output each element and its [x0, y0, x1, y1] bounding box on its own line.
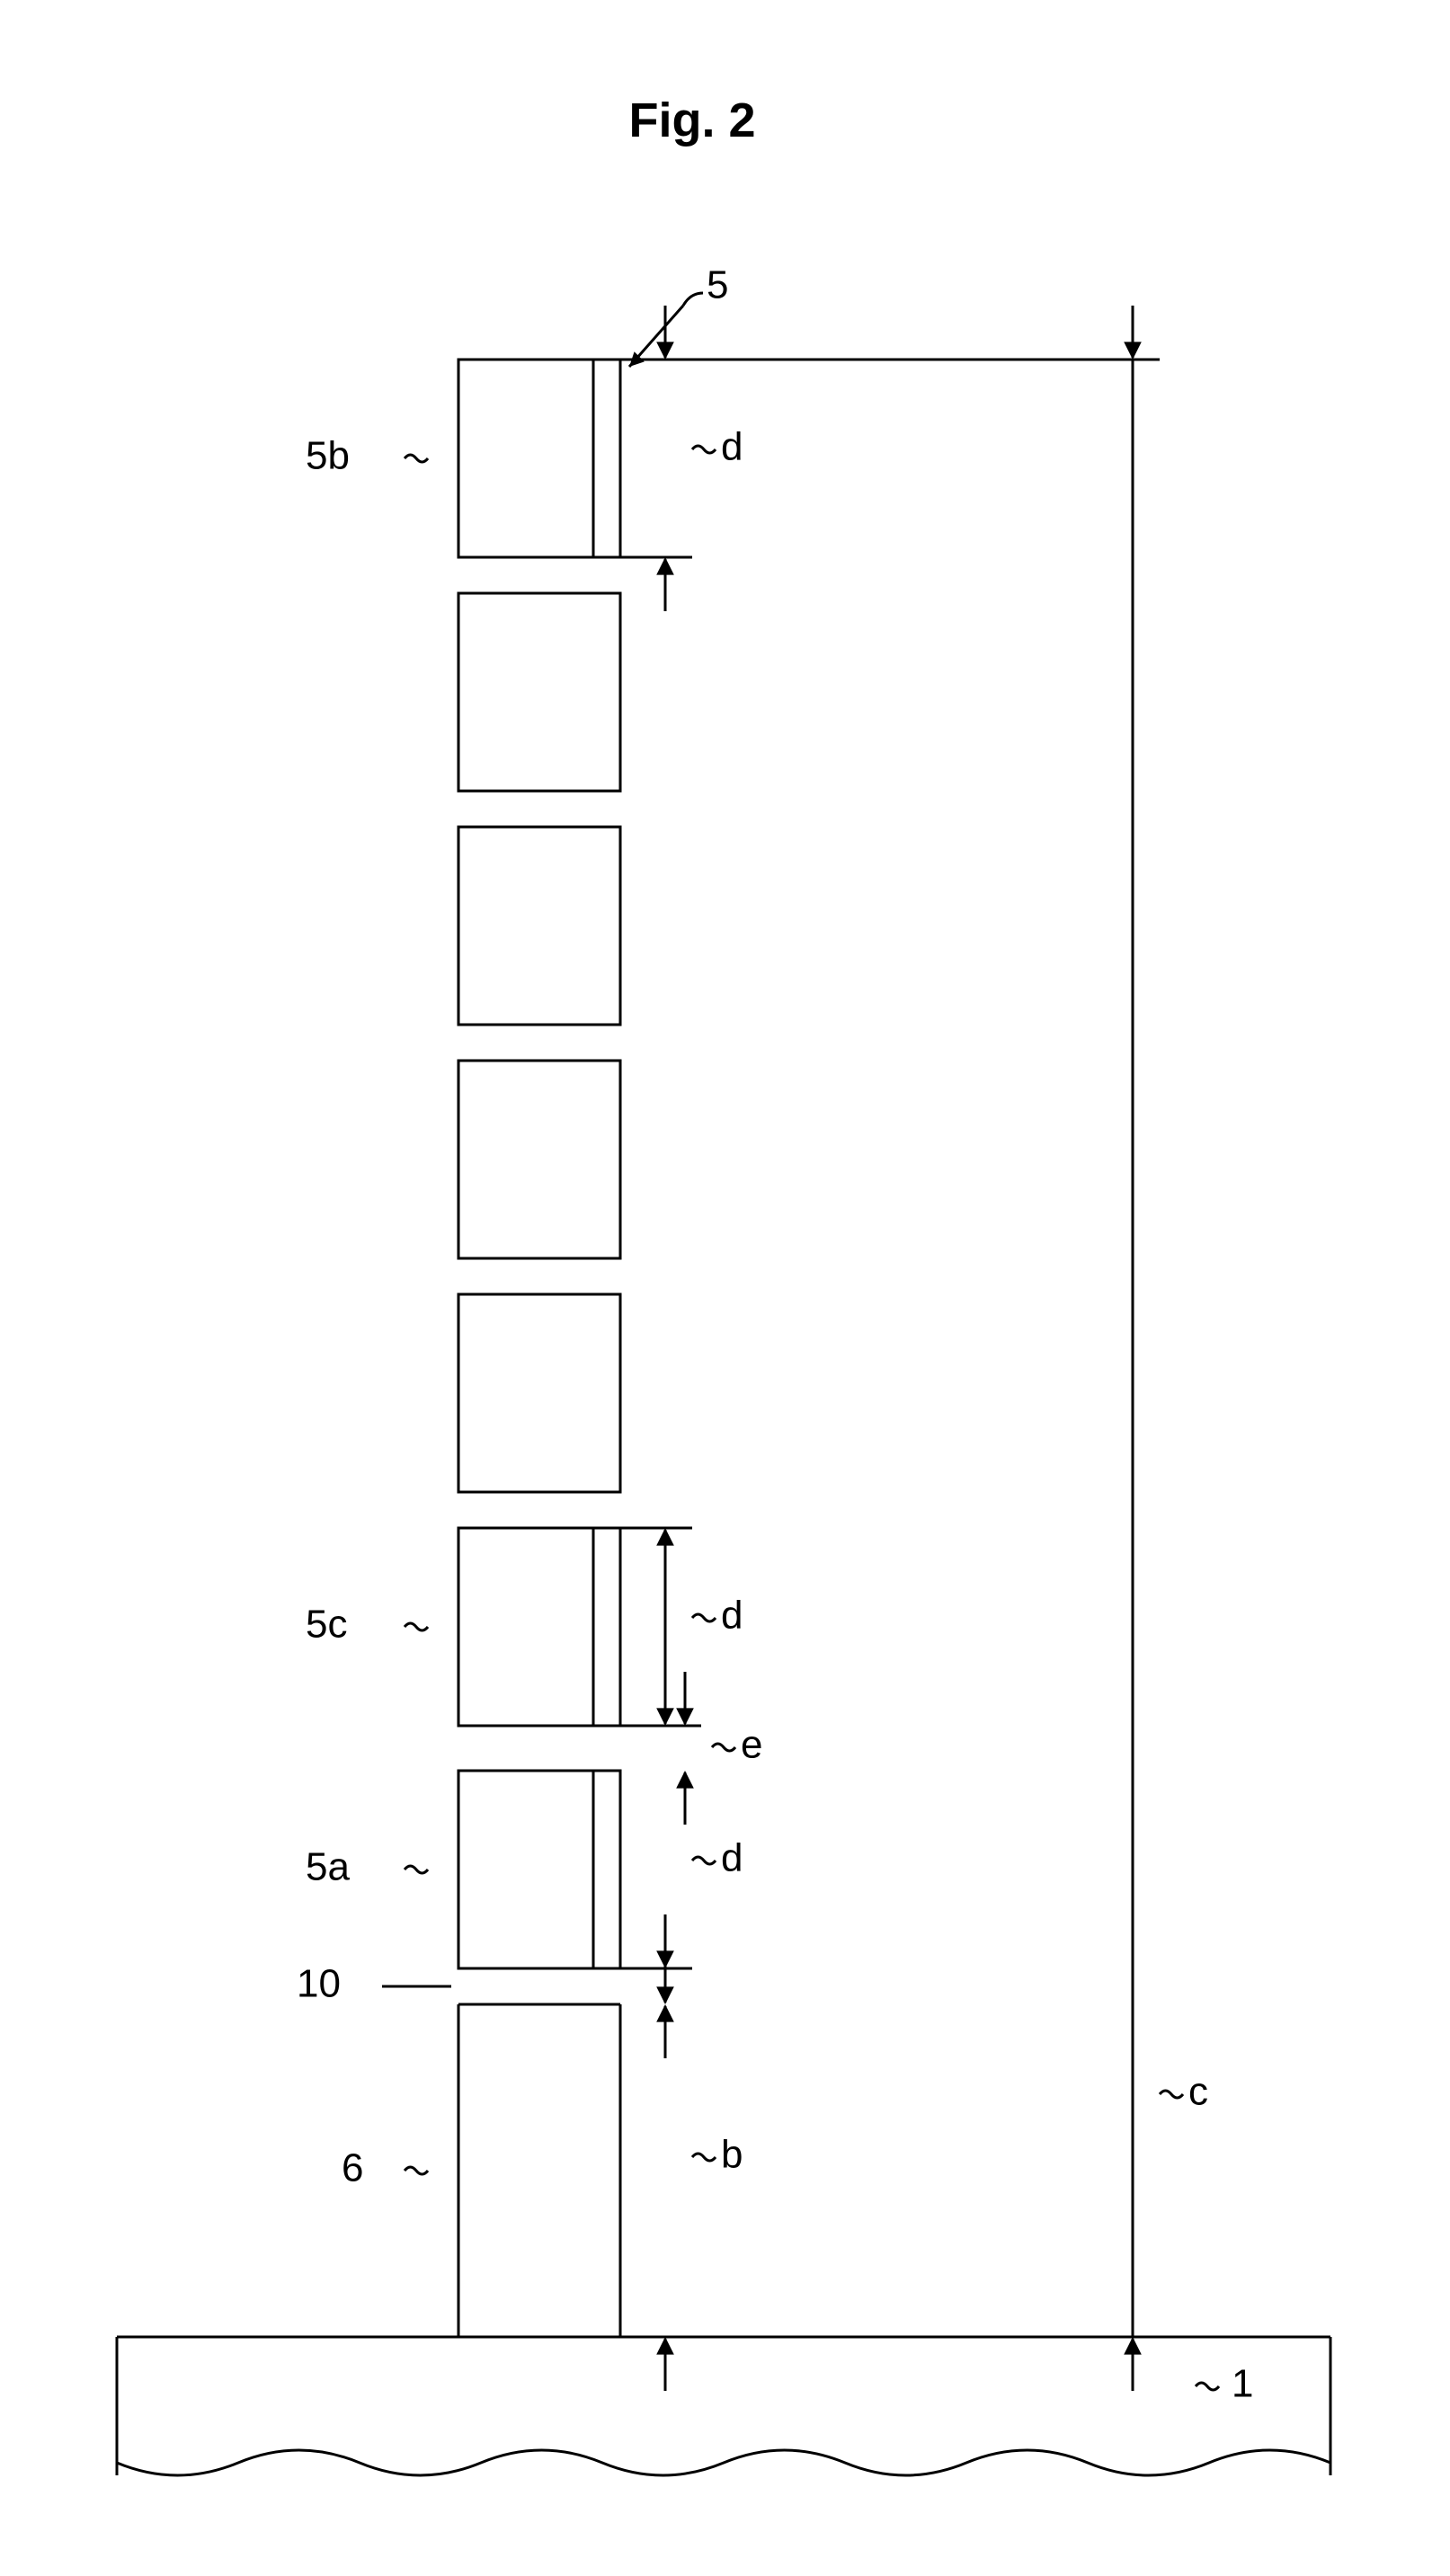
svg-text:b: b — [721, 2133, 743, 2177]
svg-text:6: 6 — [342, 2146, 363, 2190]
svg-text:5b: 5b — [306, 434, 350, 478]
svg-text:5a: 5a — [306, 1845, 350, 1889]
svg-text:c: c — [1188, 2070, 1208, 2114]
svg-text:1: 1 — [1232, 2362, 1253, 2406]
svg-text:e: e — [741, 1723, 762, 1767]
svg-text:5c: 5c — [306, 1603, 347, 1647]
figure-page: Fig. 2 165b5c5a5dded10bc — [0, 0, 1450, 2576]
figure-svg: 1 6 5b 5c 5a 5 d d e d 10 b c — [0, 0, 1450, 2576]
svg-text:5: 5 — [707, 263, 728, 307]
svg-text:d: d — [721, 1836, 743, 1880]
svg-text:d: d — [721, 425, 743, 469]
svg-text:10: 10 — [297, 1962, 341, 2006]
svg-text:d: d — [721, 1594, 743, 1638]
